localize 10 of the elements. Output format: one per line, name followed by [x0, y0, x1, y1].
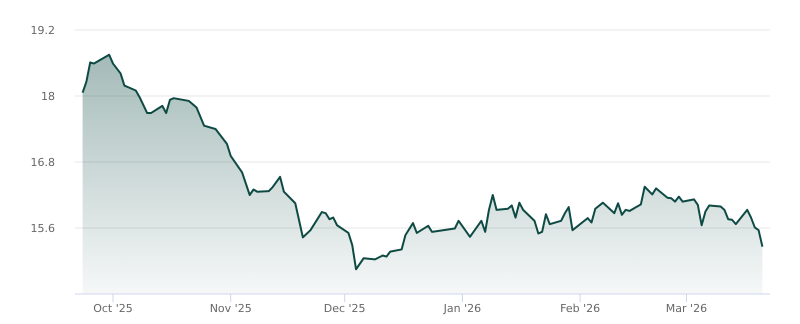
- x-tick-label: Feb '26: [560, 302, 600, 315]
- x-tick-label: Mar '26: [666, 302, 708, 315]
- y-tick-label: 18: [41, 90, 55, 103]
- x-tick-label: Dec '25: [324, 302, 366, 315]
- x-tick-label: Nov '25: [210, 302, 252, 315]
- y-tick-label: 15.6: [30, 222, 55, 235]
- y-tick-label: 16.8: [30, 156, 55, 169]
- x-tick-label: Jan '26: [442, 302, 482, 315]
- x-tick-label: Oct '25: [93, 302, 133, 315]
- y-tick-label: 19.2: [30, 24, 55, 37]
